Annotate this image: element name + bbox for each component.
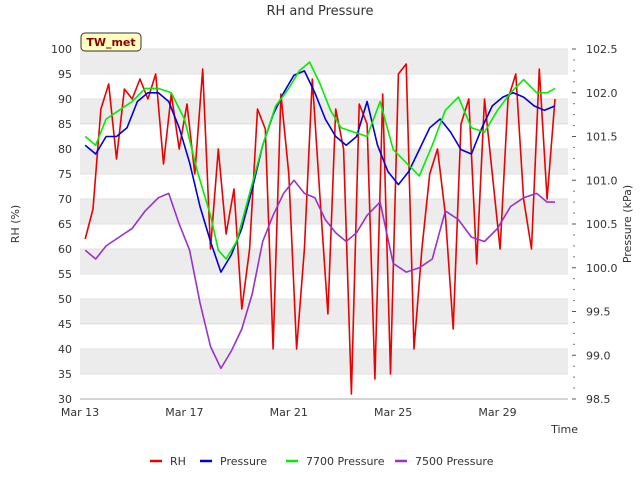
legend-label-7500-pressure: 7500 Pressure	[415, 455, 494, 468]
y-tick-label: 30	[58, 393, 72, 406]
y-tick-label: 80	[58, 143, 72, 156]
y-axis-label: RH (%)	[9, 205, 22, 243]
y-tick-label: 55	[58, 268, 72, 281]
series-line-pressure	[84, 70, 556, 273]
legend: RH Pressure 7700 Pressure 7500 Pressure	[150, 455, 494, 468]
y-tick-label: 75	[58, 168, 72, 181]
y-tick-label: 65	[58, 218, 72, 231]
y-tick-label: 45	[58, 318, 72, 331]
y2-tick-label: 100.5	[586, 218, 618, 231]
axes: 30 35 40 45 50 55 60 65 70 75 80 85 90 95 100 98.5 99.0 9…	[51, 43, 618, 419]
x-tick-label: Mar 25	[374, 406, 412, 419]
y-tick-label: 70	[58, 193, 72, 206]
y2-tick-label: 102.0	[586, 87, 618, 100]
y2-tick-label: 99.0	[586, 349, 611, 362]
y-tick-label: 40	[58, 343, 72, 356]
grid-band	[80, 149, 568, 174]
y-tick-label: 35	[58, 368, 72, 381]
grid-band	[80, 349, 568, 374]
y2-tick-label: 98.5	[586, 393, 611, 406]
x-tick-label: Mar 13	[61, 406, 99, 419]
x-axis-label: Time	[550, 423, 578, 436]
y-tick-label: 60	[58, 243, 72, 256]
y2-tick-label: 101.0	[586, 174, 618, 187]
y-tick-label: 50	[58, 293, 72, 306]
series-line-7700-pressure	[84, 61, 556, 260]
x-tick-label: Mar 21	[270, 406, 308, 419]
series-line-7500-pressure	[84, 179, 555, 370]
y-tick-label: 90	[58, 93, 72, 106]
y2-tick-label: 101.5	[586, 131, 618, 144]
grid-band	[80, 49, 568, 74]
legend-label-7700-pressure: 7700 Pressure	[306, 455, 385, 468]
legend-label-pressure: Pressure	[220, 455, 267, 468]
grid-band	[80, 299, 568, 324]
y2-tick-label: 99.5	[586, 306, 611, 319]
x-tick-label: Mar 29	[478, 406, 516, 419]
y-tick-label: 100	[51, 43, 72, 56]
y2-axis-label: Pressure (kPa)	[621, 185, 634, 263]
station-badge-label: TW_met	[86, 36, 135, 49]
y-tick-label: 85	[58, 118, 72, 131]
grid-band	[80, 99, 568, 124]
grid-band	[80, 199, 568, 224]
y-tick-label: 95	[58, 68, 72, 81]
plot-area	[84, 61, 556, 395]
x-tick-label: Mar 17	[165, 406, 203, 419]
series-line-rh	[84, 63, 556, 395]
legend-label-rh: RH	[170, 455, 186, 468]
station-badge: TW_met	[80, 32, 142, 52]
y2-tick-label: 100.0	[586, 262, 618, 275]
y2-tick-label: 102.5	[586, 43, 618, 56]
chart-title: RH and Pressure	[266, 4, 373, 19]
